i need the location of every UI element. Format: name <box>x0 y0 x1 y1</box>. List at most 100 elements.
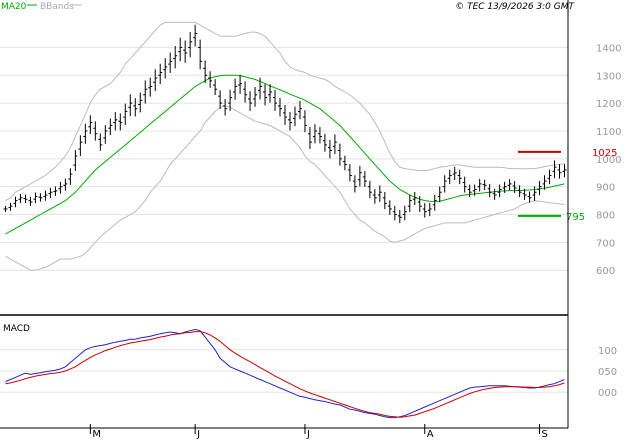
ohlc-bar <box>507 179 512 191</box>
ohlc-bar <box>263 84 268 106</box>
ohlc-bar <box>557 164 562 179</box>
ohlc-bar <box>68 168 73 185</box>
ohlc-bar <box>477 179 482 192</box>
ohlc-bar <box>268 84 273 103</box>
ohlc-bar <box>93 121 98 141</box>
bb-lower-line <box>5 105 565 271</box>
ohlc-bar <box>168 52 173 73</box>
ohlc-bar <box>502 181 507 193</box>
ohlc-bar <box>218 90 223 109</box>
ohlc-bar <box>163 58 168 79</box>
ohlc-bar <box>422 203 427 218</box>
ohlc-bar <box>317 126 322 144</box>
ohlc-bar <box>302 110 307 133</box>
ohlc-bar <box>23 194 28 204</box>
price-tick-label: 1000 <box>596 155 621 166</box>
ohlc-bar <box>352 175 357 193</box>
bollinger-bands <box>5 21 565 271</box>
ohlc-bar <box>193 24 198 47</box>
ohlc-bar <box>98 133 103 151</box>
price-levels: 1025 795 <box>518 148 617 223</box>
ohlc-bar <box>542 175 547 190</box>
ohlc-bar <box>292 106 297 127</box>
ohlc-bar <box>148 77 153 97</box>
ohlc-bar <box>482 179 487 191</box>
ohlc-bar <box>108 118 113 136</box>
ohlc-bar <box>417 196 422 213</box>
ohlc-bar <box>38 193 43 202</box>
ohlc-bar <box>48 187 53 199</box>
ohlc-bar <box>138 92 143 113</box>
moving-average <box>5 74 565 235</box>
ohlc-bar <box>78 135 83 156</box>
x-tick-label: J <box>306 429 310 440</box>
ma20-line <box>5 74 565 235</box>
ohlc-bar <box>367 180 372 199</box>
ohlc-bar <box>432 194 437 211</box>
ohlc-bar <box>402 205 407 221</box>
ohlc-bar <box>258 77 263 100</box>
macd-panel <box>5 328 565 419</box>
ohlc-bar <box>18 193 23 204</box>
ohlc-bar <box>188 32 193 58</box>
ohlc-bar <box>427 203 432 217</box>
macd-tick-label: 050 <box>598 367 617 378</box>
price-tick-label: 1400 <box>596 43 621 54</box>
ohlc-bar <box>153 69 158 92</box>
ohlc-bar <box>467 184 472 198</box>
ohlc-bar <box>208 71 213 88</box>
ohlc-bar <box>447 169 452 185</box>
ohlc-bar <box>173 46 178 69</box>
resistance-level-label: 1025 <box>592 148 617 159</box>
ohlc-bar <box>278 98 283 117</box>
ohlc-bar <box>118 113 123 131</box>
bb-upper-line <box>5 21 565 202</box>
ohlc-bar <box>183 40 188 63</box>
ohlc-bar <box>457 169 462 185</box>
x-tick-label: M <box>92 429 101 440</box>
macd-tick-label: 000 <box>598 388 617 399</box>
price-tick-label: 1100 <box>596 127 621 138</box>
ohlc-bar <box>53 186 58 196</box>
ohlc-bar <box>63 178 68 191</box>
ohlc-bar <box>283 105 287 125</box>
support-level-label: 795 <box>566 212 585 223</box>
ohlc-bar <box>337 143 342 166</box>
ohlc-bar <box>387 200 392 215</box>
ohlc-bar <box>452 166 457 180</box>
ohlc-bar <box>233 78 238 100</box>
ohlc-bar <box>517 185 522 198</box>
ohlc-bar <box>522 188 527 200</box>
ohlc-bar <box>243 81 248 103</box>
ohlc-bar <box>8 202 13 211</box>
ohlc-bar <box>297 100 302 120</box>
ohlc-bar <box>213 79 218 96</box>
ohlc-bar <box>158 63 163 85</box>
ohlc-bar <box>33 192 38 204</box>
x-tick-label: J <box>196 429 200 440</box>
macd-line <box>5 328 565 419</box>
ohlc-bar <box>332 134 337 155</box>
ohlc-bar <box>342 155 347 171</box>
price-tick-label: 1200 <box>596 99 621 110</box>
price-tick-label: 800 <box>596 211 615 222</box>
ohlc-bar <box>327 139 332 159</box>
bb-legend-label: BBands <box>40 2 74 12</box>
ohlc-bar <box>497 184 502 198</box>
price-tick-label: 600 <box>596 266 615 277</box>
ohlc-bar <box>103 125 108 144</box>
ohlc-bar <box>322 133 327 152</box>
ohlc-bar <box>128 94 133 117</box>
ohlc-bar <box>382 191 387 210</box>
ohlc-bar <box>312 124 317 144</box>
ohlc-bar <box>392 205 397 221</box>
ohlc-bar <box>88 115 93 135</box>
ohlc-bar <box>248 91 253 111</box>
copyright-text: © TEC 13/9/2026 3:0 GMT <box>455 2 575 12</box>
ohlc-bar <box>347 164 352 182</box>
macd-tick-label: 100 <box>598 346 617 357</box>
ohlc-bar <box>472 184 477 196</box>
